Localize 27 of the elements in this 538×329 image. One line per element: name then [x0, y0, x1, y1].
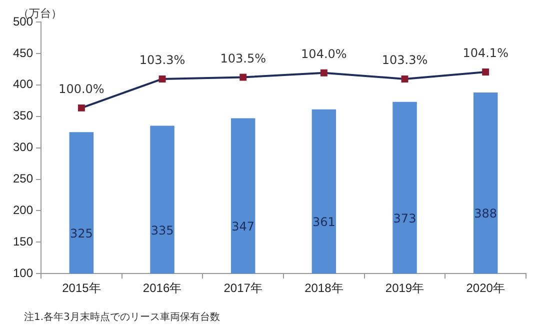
y-tick-label: 150	[12, 234, 34, 248]
data-label: 361	[312, 215, 336, 230]
y-tick-label: 450	[12, 46, 34, 60]
x-tick-label: 2019年	[385, 281, 424, 296]
data-label: 104.0%	[301, 46, 347, 61]
data-label: 104.1%	[462, 46, 508, 60]
data-label: 335	[150, 223, 174, 238]
data-label: 347	[232, 219, 255, 234]
data-label: 103.3%	[382, 53, 428, 68]
y-tick-label: 200	[12, 203, 34, 218]
text: 注1.各年3月末時点でのリース車両保有台数	[24, 310, 220, 324]
x-tick-label: 2017年	[224, 281, 262, 296]
x-tick-label: 2015年	[62, 281, 101, 296]
y-tick-label: 350	[12, 108, 34, 123]
y-tick-label: 100	[12, 266, 34, 280]
y-tick-label: 250	[12, 172, 34, 186]
data-label: 388	[474, 206, 498, 221]
data-label: 325	[70, 226, 93, 240]
x-tick-label: 2018年	[304, 281, 344, 296]
data-label: 100.0%	[58, 82, 104, 96]
data-label: 103.3%	[139, 53, 186, 68]
data-label: 103.5%	[220, 51, 266, 66]
y-tick-label: 300	[12, 140, 34, 154]
data-label: 373	[393, 211, 416, 226]
x-tick-label: 2016年	[142, 281, 182, 296]
x-tick-label: 2020年	[466, 281, 505, 296]
y-tick-label: 400	[12, 77, 34, 92]
